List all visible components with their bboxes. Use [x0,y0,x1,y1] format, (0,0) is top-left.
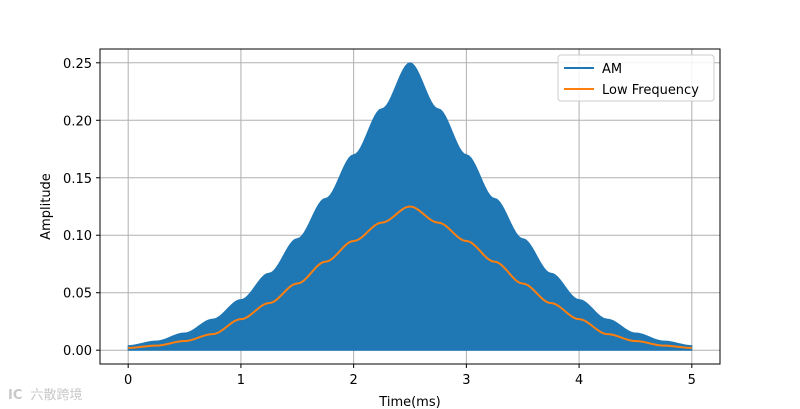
x-tick-label: 5 [688,373,696,388]
plot-frame [99,48,721,365]
legend: AM Low Frequency [557,54,715,102]
series-layer [127,62,693,351]
x-tick-label: 2 [349,373,357,388]
legend-label-low-frequency: Low Frequency [602,83,699,98]
y-tick-label: 0.10 [63,229,92,244]
watermark-logo-icon: IC [8,388,23,403]
x-axis-label: Time(ms) [378,395,440,409]
y-tick-label: 0.00 [63,344,92,359]
legend-box [557,54,715,102]
watermark: IC 六散跨境 [8,384,83,403]
x-tick-label: 4 [575,373,583,388]
series-low-frequency-line [128,205,692,349]
y-tick-label: 0.25 [63,57,92,72]
legend-label-am: AM [602,62,622,77]
ticks: 0 1 2 3 4 5 0.00 0.05 0.10 0.15 0.20 0.25 [63,57,696,388]
watermark-text: 六散跨境 [30,388,83,403]
x-tick-label: 0 [124,373,132,388]
y-axis-label: Amplitude [39,173,54,240]
x-tick-label: 1 [237,373,245,388]
y-tick-label: 0.20 [63,114,92,129]
y-tick-label: 0.15 [63,172,92,187]
x-tick-label: 3 [462,373,470,388]
y-tick-label: 0.05 [63,287,92,302]
